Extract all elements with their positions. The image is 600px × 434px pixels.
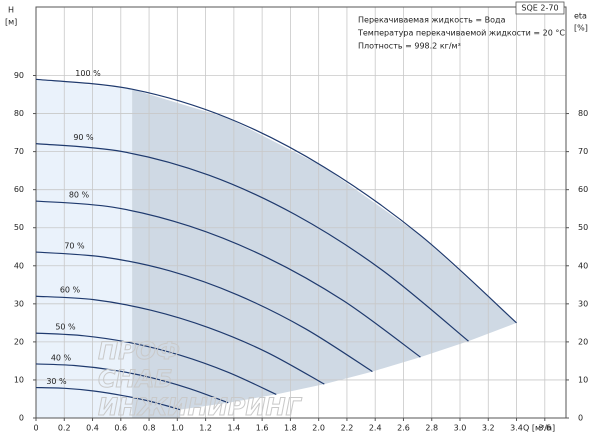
x-tick-label: 2.0 xyxy=(312,424,325,433)
y-tick-label: 50 xyxy=(14,223,24,232)
x-tick-label: 0.4 xyxy=(86,424,99,433)
x-tick-label: 3.0 xyxy=(454,424,467,433)
y2-tick-label: 50 xyxy=(578,223,588,232)
x-tick-label: 0.2 xyxy=(58,424,71,433)
watermark: ПРОФ xyxy=(98,337,180,365)
annotation: Плотность = 998.2 кг/м³ xyxy=(358,42,461,51)
x-tick-label: 0.8 xyxy=(143,424,156,433)
curve xyxy=(35,78,517,324)
annotation: Температура перекачиваемой жидкости = 20… xyxy=(357,29,565,38)
curve-label: 80 % xyxy=(69,191,90,200)
y-axis-label: H xyxy=(8,6,14,15)
x-tick-label: 3.4 xyxy=(510,424,523,433)
curve xyxy=(35,295,325,385)
y2-tick-label: 40 xyxy=(578,261,588,270)
x-tick-label: 3.2 xyxy=(482,424,495,433)
y-tick-label: 60 xyxy=(14,185,24,194)
x-tick-label: 2.6 xyxy=(397,424,410,433)
x-tick-label: 2.4 xyxy=(369,424,382,433)
y2-tick-label: 70 xyxy=(578,147,588,156)
y2-tick-label: 10 xyxy=(578,375,588,384)
curve-label: 40 % xyxy=(51,353,72,362)
x-tick-label: 1.4 xyxy=(227,424,240,433)
plot: 0 0.2 0.4 0.6 0.8 1.0 1.2 1.4 1.6 1.8 2.0 2.2 2.4 2.6… xyxy=(14,6,588,433)
y2-tick-label: 0 xyxy=(578,414,583,423)
y-tick-label: 20 xyxy=(14,337,24,346)
curve xyxy=(35,363,229,404)
curve-label: 90 % xyxy=(73,133,94,142)
x-tick-label: 3.6 xyxy=(538,424,551,433)
y2-axis-label: eta xyxy=(574,12,587,21)
y2-tick-label: 60 xyxy=(578,185,588,194)
watermark: ИНЖИНИРИНГ xyxy=(98,393,303,421)
curve-label: 100 % xyxy=(75,69,101,78)
x-tick-label: 2.8 xyxy=(425,424,438,433)
x-tick-label: 1.2 xyxy=(199,424,212,433)
y-tick-label: 0 xyxy=(19,414,24,423)
x-tick-label: 2.2 xyxy=(341,424,354,433)
x-tick-label: 1.6 xyxy=(256,424,269,433)
curve xyxy=(35,143,469,342)
plot-frame xyxy=(35,6,567,419)
y2-tick-label: 20 xyxy=(578,337,588,346)
y-tick-label: 70 xyxy=(14,147,24,156)
curve xyxy=(35,332,277,395)
annotation: Перекачиваемая жидкость = Вода xyxy=(358,16,506,25)
curve-label: 60 % xyxy=(60,286,81,295)
curve xyxy=(35,386,181,411)
curve-label: 70 % xyxy=(64,242,85,251)
y-tick-label: 90 xyxy=(14,71,24,80)
y-tick-label: 80 xyxy=(14,109,24,118)
y-tick-label: 40 xyxy=(14,261,24,270)
y-axis-unit: [м] xyxy=(5,18,17,27)
y2-axis-unit: [%] xyxy=(574,24,588,33)
model-name: SQE 2-70 xyxy=(521,4,558,13)
y2-tick-label: 30 xyxy=(578,299,588,308)
x-tick-label: 1.0 xyxy=(171,424,184,433)
x-axis-label: Q [м³/h] xyxy=(523,424,555,433)
y-tick-label: 10 xyxy=(14,375,24,384)
watermark: СНАБ xyxy=(98,365,173,393)
curve xyxy=(35,200,421,358)
x-tick-label: 1.8 xyxy=(284,424,297,433)
y2-tick-label: 80 xyxy=(578,109,588,118)
x-tick-label: 0.6 xyxy=(114,424,127,433)
curve-label: 50 % xyxy=(55,323,76,332)
y-tick-label: 30 xyxy=(14,299,24,308)
operating-area xyxy=(132,89,517,418)
curve-label: 30 % xyxy=(46,377,67,386)
x-tick-label: 0 xyxy=(33,424,38,433)
operating-area-light xyxy=(36,79,133,418)
curve xyxy=(35,251,373,373)
model-box xyxy=(515,1,565,15)
